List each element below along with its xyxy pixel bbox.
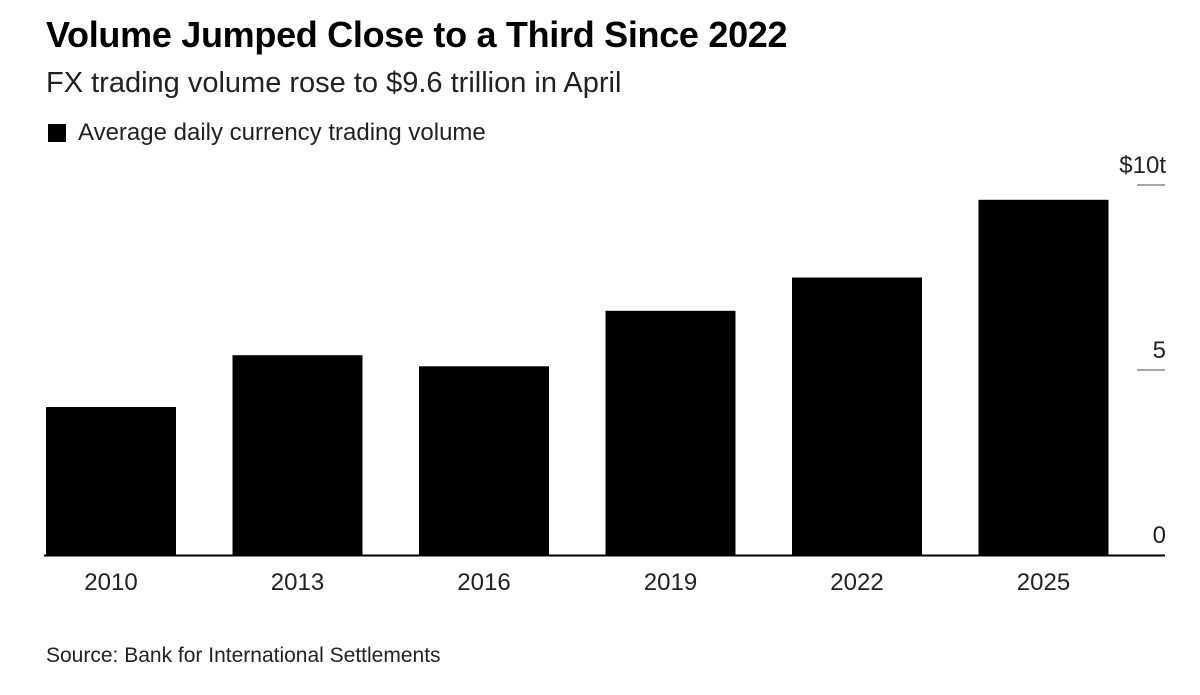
legend: Average daily currency trading volume	[48, 119, 486, 147]
x-tick-label: 2010	[84, 569, 137, 596]
legend-swatch	[48, 124, 66, 142]
bar-2013	[232, 355, 363, 555]
bar-2025	[978, 199, 1109, 556]
y-tick-label: 5	[1153, 337, 1166, 364]
legend-label: Average daily currency trading volume	[78, 119, 486, 146]
x-tick-label: 2019	[644, 569, 697, 596]
bar-2016	[419, 366, 549, 555]
bar-2010	[46, 407, 176, 555]
source-note: Source: Bank for International Settlemen…	[46, 644, 441, 667]
y-tick-label: $10t	[1119, 152, 1166, 179]
x-tick-label: 2022	[830, 569, 883, 596]
x-tick-label: 2013	[271, 569, 324, 596]
y-tick-label: 0	[1153, 522, 1166, 549]
bar-2019	[605, 310, 736, 555]
chart-title: Volume Jumped Close to a Third Since 202…	[46, 14, 788, 55]
bar-2022	[792, 277, 922, 555]
x-tick-label: 2016	[457, 569, 510, 596]
chart-subtitle: FX trading volume rose to $9.6 trillion …	[46, 67, 622, 99]
x-tick-label: 2025	[1017, 569, 1070, 596]
